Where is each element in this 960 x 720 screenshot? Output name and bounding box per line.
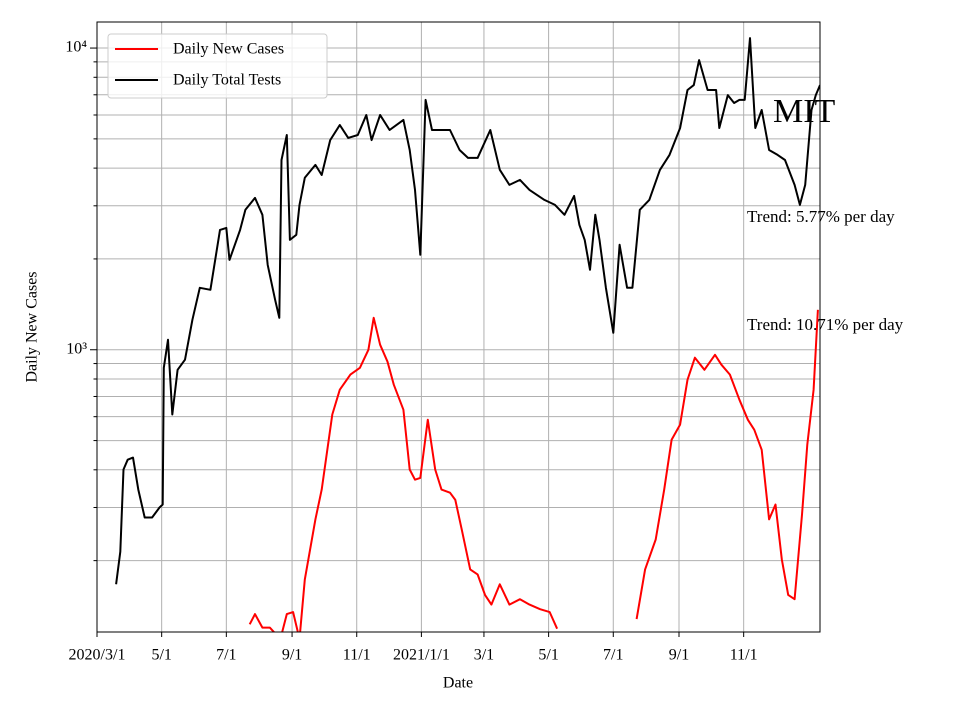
y-tick-label: 10⁴ <box>65 39 87 56</box>
annotation: MIT <box>773 93 836 130</box>
x-tick-label: 5/1 <box>151 647 171 664</box>
x-axis-label: Date <box>443 675 473 692</box>
data-line <box>115 37 820 585</box>
legend-label: Daily Total Tests <box>173 72 281 89</box>
ticks: 2020/3/1 5/1 7/1 9/1 11/1 2021/1/1 3/1 5/1 7/1 9/… <box>65 39 757 664</box>
plot-frame <box>96 21 821 633</box>
legend: Daily New Cases Daily Total Tests <box>107 33 328 99</box>
grid <box>96 22 820 632</box>
y-tick-label: 10³ <box>66 340 87 357</box>
x-tick-label: 5/1 <box>538 647 558 664</box>
x-tick-label: 11/1 <box>343 647 371 664</box>
x-tick-label: 11/1 <box>730 647 758 664</box>
data-line <box>248 309 819 632</box>
x-tick-label: 2021/1/1 <box>393 647 450 664</box>
legend-label: Daily New Cases <box>173 41 284 58</box>
y-axis-label: Daily New Cases <box>24 271 41 382</box>
x-tick-label: 7/1 <box>603 647 623 664</box>
x-tick-label: 9/1 <box>282 647 302 664</box>
x-tick-label: 3/1 <box>474 647 494 664</box>
lines <box>115 37 820 632</box>
annotation: Trend: 5.77% per day <box>747 207 895 226</box>
x-tick-label: 7/1 <box>216 647 236 664</box>
x-tick-label: 9/1 <box>669 647 689 664</box>
legend-box <box>107 33 328 99</box>
annotation: Trend: 10.71% per day <box>747 315 904 334</box>
x-tick-label: 2020/3/1 <box>69 647 126 664</box>
